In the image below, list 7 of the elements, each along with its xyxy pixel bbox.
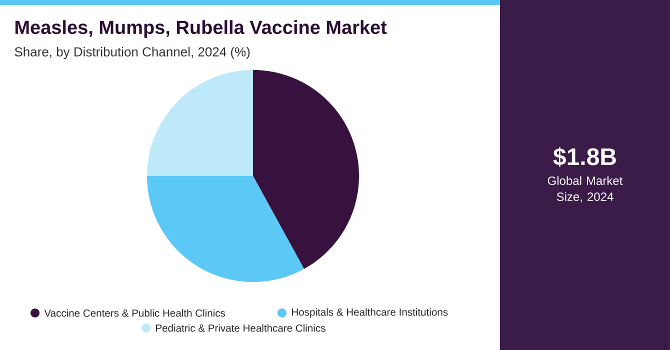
legend-label: Hospitals & Healthcare Institutions (292, 308, 448, 318)
legend-label: Pediatric & Private Healthcare Clinics (156, 324, 326, 332)
chart-title: Measles, Mumps, Rubella Vaccine Market (15, 20, 387, 38)
chart-subtitle: Share, by Distribution Channel, 2024 (%) (14, 46, 250, 60)
text: Global Market Size, 2024 (548, 176, 623, 202)
text: $1.8B (553, 147, 616, 167)
legend-label: Vaccine Centers & Public Health Clinics (44, 309, 226, 317)
